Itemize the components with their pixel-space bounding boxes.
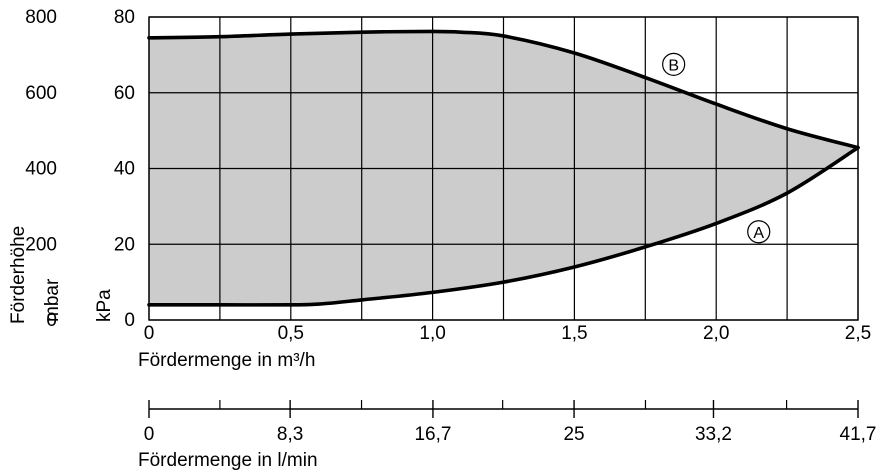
secondary-x-tick-label: 33,2	[695, 424, 732, 445]
y-axis-unit-kpa: kPa	[94, 289, 115, 322]
curve-markers: BA	[662, 52, 771, 244]
y-tick-label-kpa: 0	[124, 310, 135, 331]
y-tick-label-kpa: 20	[114, 234, 135, 255]
x-tick-label: 1,0	[419, 323, 445, 344]
curves	[147, 29, 860, 307]
y-axis-title: Förderhöhe	[8, 226, 29, 324]
curve-marker-b: B	[662, 52, 686, 76]
marker-circle	[662, 52, 686, 76]
marker-circle	[747, 220, 771, 244]
secondary-x-tick-label: 0	[144, 424, 155, 445]
grid	[148, 16, 859, 321]
y-tick-label-mbar: 200	[25, 234, 57, 255]
y-tick-label-mbar: 600	[25, 83, 57, 104]
secondary-x-tick-label: 41,7	[840, 424, 877, 445]
marker-label: B	[668, 57, 679, 74]
secondary-x-tick-label: 16,7	[414, 424, 451, 445]
y-tick-label-kpa: 40	[114, 159, 135, 180]
x-tick-label: 2,0	[703, 323, 729, 344]
secondary-flow-axis: 0 8,3 16,7 25 33,2 41,7	[144, 400, 877, 445]
tick-labels: 0 0,5 1,0 1,5 2,0 2,5 0 200 400 600 800 0 20 40 60 80	[25, 7, 871, 344]
plot-frame	[148, 16, 859, 321]
x-tick-label: 1,5	[561, 323, 587, 344]
x-axis-title: Fördermenge in m³/h	[138, 350, 315, 371]
y-tick-label-kpa: 80	[114, 7, 135, 28]
secondary-x-tick-label: 25	[563, 424, 584, 445]
x-tick-label: 0	[144, 323, 155, 344]
curve-b	[147, 29, 860, 150]
x-tick-label: 2,5	[845, 323, 871, 344]
y-tick-label-kpa: 60	[114, 83, 135, 104]
y-tick-label-mbar: 0	[46, 310, 57, 331]
secondary-x-axis-title: Fördermenge in l/min	[138, 450, 318, 471]
x-tick-label: 0,5	[278, 323, 304, 344]
y-tick-label-mbar: 400	[25, 159, 57, 180]
secondary-x-tick-label: 8,3	[277, 424, 303, 445]
y-axis-unit-mbar: mbar	[42, 278, 63, 322]
curve-a	[147, 145, 860, 307]
marker-label: A	[753, 225, 764, 242]
curve-marker-a: A	[747, 220, 771, 244]
y-tick-label-mbar: 800	[25, 7, 57, 28]
